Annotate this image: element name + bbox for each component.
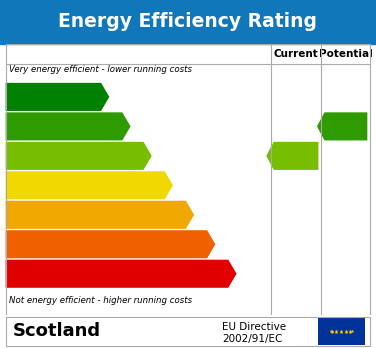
- Polygon shape: [6, 230, 215, 258]
- Text: Current: Current: [274, 49, 318, 59]
- Text: (92 Plus): (92 Plus): [10, 93, 48, 101]
- Text: 2002/91/EC: 2002/91/EC: [222, 334, 282, 344]
- Text: (39-54): (39-54): [10, 210, 42, 219]
- Text: EU Directive: EU Directive: [222, 322, 286, 332]
- Polygon shape: [6, 112, 130, 141]
- Text: Not energy efficient - higher running costs: Not energy efficient - higher running co…: [9, 295, 193, 304]
- Text: Energy Efficiency Rating: Energy Efficiency Rating: [59, 12, 317, 31]
- Text: G: G: [230, 266, 243, 281]
- Text: Very energy efficient - lower running costs: Very energy efficient - lower running co…: [9, 65, 193, 74]
- Text: (55-68): (55-68): [10, 181, 42, 190]
- Polygon shape: [6, 83, 109, 111]
- Text: (69-80): (69-80): [10, 151, 42, 160]
- Text: A: A: [103, 89, 115, 104]
- Text: C: C: [146, 148, 156, 163]
- Text: F: F: [209, 237, 219, 252]
- Polygon shape: [6, 260, 237, 288]
- Bar: [318, 318, 365, 345]
- Text: (21-38): (21-38): [10, 240, 42, 249]
- Text: Scotland: Scotland: [13, 323, 101, 340]
- Polygon shape: [6, 201, 194, 229]
- Text: Potential: Potential: [319, 49, 373, 59]
- Polygon shape: [317, 112, 367, 141]
- Text: B: B: [124, 119, 136, 134]
- Text: (81-91): (81-91): [10, 122, 42, 131]
- Text: 88: 88: [336, 119, 356, 133]
- Text: 71: 71: [287, 149, 306, 163]
- Text: (1-20): (1-20): [10, 269, 36, 278]
- Polygon shape: [6, 142, 152, 170]
- Polygon shape: [266, 142, 318, 170]
- Polygon shape: [6, 171, 173, 199]
- Text: E: E: [188, 207, 198, 222]
- Text: D: D: [167, 178, 179, 193]
